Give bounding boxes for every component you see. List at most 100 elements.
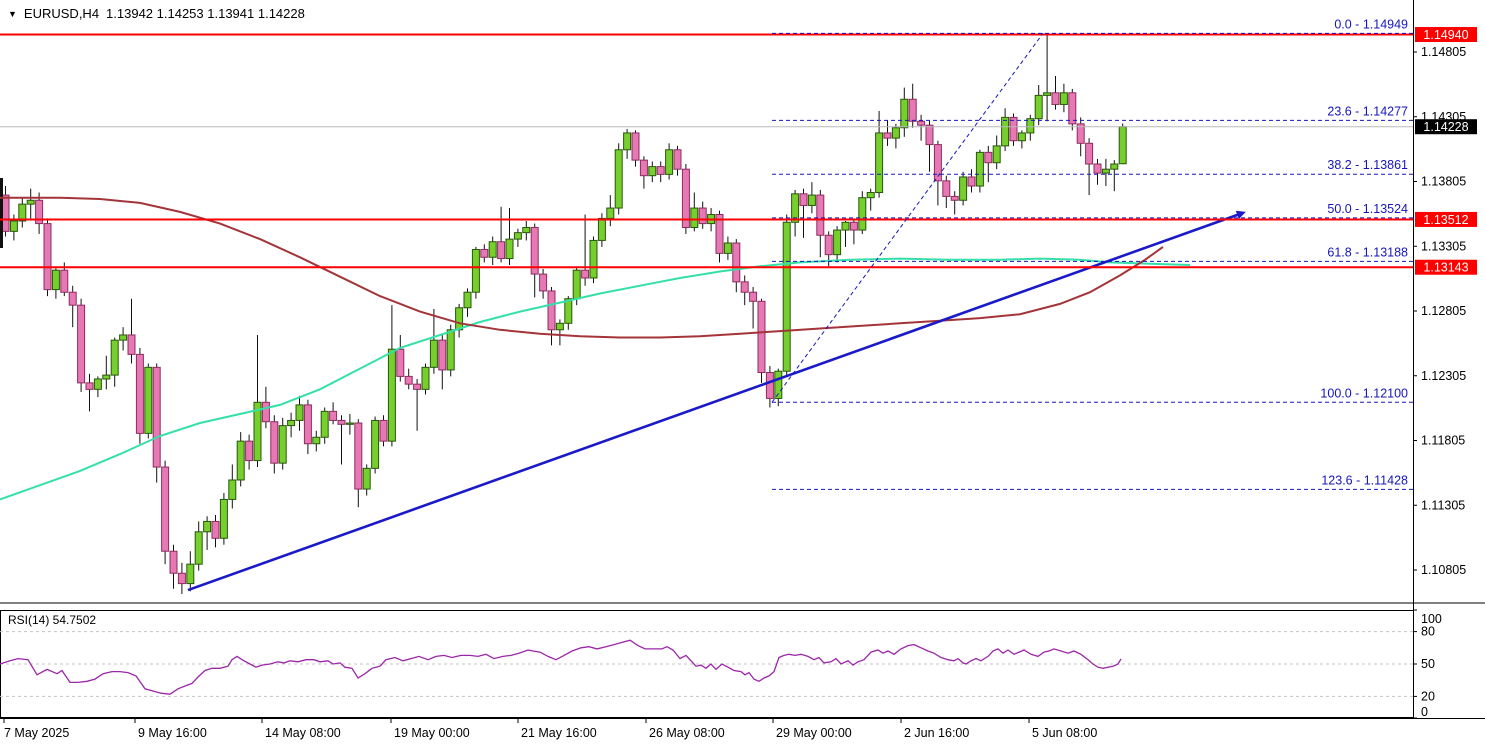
candle[interactable] — [236, 432, 245, 487]
candle[interactable] — [614, 143, 623, 215]
candle[interactable] — [278, 417, 287, 470]
candle[interactable] — [1001, 108, 1010, 152]
candle[interactable] — [959, 171, 968, 206]
candle[interactable] — [530, 223, 539, 298]
candle[interactable] — [1034, 85, 1043, 126]
candle[interactable] — [497, 206, 506, 263]
candle[interactable] — [623, 129, 632, 159]
candle[interactable] — [362, 464, 371, 496]
candle[interactable] — [480, 244, 489, 263]
candle[interactable] — [219, 492, 228, 545]
candle[interactable] — [723, 236, 732, 260]
candle[interactable] — [933, 140, 942, 206]
candle[interactable] — [833, 226, 842, 263]
candle[interactable] — [152, 363, 161, 483]
candle[interactable] — [984, 145, 993, 183]
candle[interactable] — [253, 334, 262, 468]
candle[interactable] — [446, 324, 455, 377]
candle[interactable] — [429, 309, 438, 374]
candle[interactable] — [438, 334, 447, 390]
trendline[interactable] — [187, 212, 1243, 592]
fib-diagonal-line[interactable] — [771, 33, 1044, 403]
candle[interactable] — [329, 402, 338, 425]
candle[interactable] — [1101, 158, 1110, 187]
candle[interactable] — [673, 145, 682, 176]
candle[interactable] — [177, 562, 186, 594]
candle[interactable] — [791, 189, 800, 237]
candle[interactable] — [925, 119, 934, 172]
candle[interactable] — [303, 399, 312, 455]
candle[interactable] — [337, 415, 346, 465]
candle[interactable] — [228, 464, 237, 509]
candle[interactable] — [547, 287, 556, 346]
candle[interactable] — [883, 119, 892, 146]
candle[interactable] — [1068, 88, 1077, 131]
candle[interactable] — [917, 114, 926, 141]
candle[interactable] — [841, 220, 850, 247]
candle[interactable] — [1076, 117, 1085, 157]
candle[interactable] — [1009, 113, 1018, 146]
candle[interactable] — [396, 334, 405, 382]
candle[interactable] — [849, 218, 858, 245]
candle[interactable] — [203, 516, 212, 550]
candle[interactable] — [1051, 75, 1060, 110]
candle[interactable] — [950, 191, 959, 215]
candle[interactable] — [866, 188, 875, 211]
candle[interactable] — [127, 298, 136, 364]
candle[interactable] — [186, 551, 195, 592]
candle[interactable] — [1043, 33, 1052, 122]
candle[interactable] — [144, 363, 153, 439]
candle[interactable] — [581, 214, 590, 286]
candle[interactable] — [413, 378, 422, 431]
candle[interactable] — [18, 197, 27, 228]
candle[interactable] — [295, 395, 304, 431]
candle[interactable] — [774, 368, 783, 407]
candle[interactable] — [77, 298, 86, 392]
candle[interactable] — [488, 236, 497, 266]
candle[interactable] — [354, 419, 363, 508]
candle[interactable] — [245, 434, 254, 470]
candle[interactable] — [908, 83, 917, 128]
candle[interactable] — [732, 239, 741, 293]
candle[interactable] — [807, 182, 816, 214]
candle[interactable] — [1, 186, 10, 237]
candle[interactable] — [68, 285, 77, 328]
candle[interactable] — [379, 415, 388, 447]
candle[interactable] — [606, 195, 615, 227]
candle[interactable] — [371, 416, 380, 474]
candle[interactable] — [471, 246, 480, 299]
candle[interactable] — [119, 327, 128, 351]
candle[interactable] — [975, 149, 984, 193]
candle[interactable] — [665, 143, 674, 180]
candle[interactable] — [1017, 130, 1026, 149]
candle[interactable] — [1118, 123, 1127, 165]
candle[interactable] — [681, 164, 690, 234]
candle[interactable] — [26, 188, 35, 219]
candle[interactable] — [404, 368, 413, 390]
candle[interactable] — [799, 188, 808, 238]
candle[interactable] — [102, 355, 111, 390]
candle[interactable] — [455, 303, 464, 338]
candle[interactable] — [135, 347, 144, 444]
candle[interactable] — [93, 376, 102, 398]
candle[interactable] — [505, 208, 514, 266]
candles-layer[interactable] — [1, 33, 1127, 594]
candle[interactable] — [43, 218, 52, 297]
candle[interactable] — [211, 514, 220, 548]
candle[interactable] — [85, 373, 94, 412]
candle[interactable] — [992, 135, 1001, 170]
candle[interactable] — [463, 288, 472, 317]
candle[interactable] — [110, 337, 119, 387]
candle[interactable] — [513, 228, 522, 247]
candle[interactable] — [900, 87, 909, 137]
candle[interactable] — [858, 191, 867, 234]
candle[interactable] — [1093, 158, 1102, 185]
candle[interactable] — [555, 319, 564, 346]
candle[interactable] — [1059, 83, 1068, 113]
candle[interactable] — [589, 236, 598, 284]
candle[interactable] — [35, 192, 44, 234]
candle[interactable] — [169, 544, 178, 589]
candle[interactable] — [1026, 114, 1035, 141]
candle[interactable] — [740, 275, 749, 306]
candle[interactable] — [539, 268, 548, 299]
